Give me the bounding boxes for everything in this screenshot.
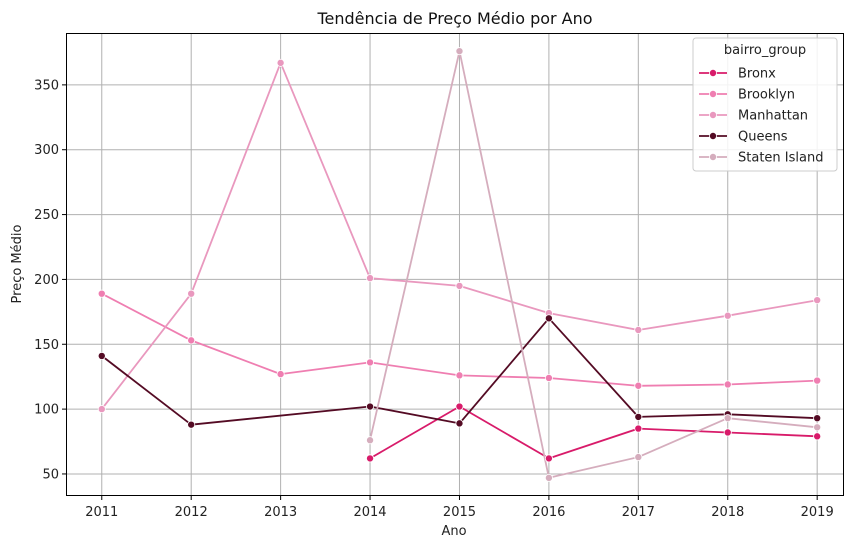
y-tick-label: 150	[34, 338, 59, 353]
legend-item-brooklyn: Brooklyn	[699, 88, 795, 103]
data-point-brooklyn	[813, 376, 822, 385]
legend-swatch-marker	[709, 111, 718, 120]
legend-box	[692, 37, 838, 172]
series-lines	[97, 47, 822, 482]
data-point-bronx	[634, 424, 643, 433]
data-point-bronx	[455, 402, 464, 411]
y-tick-label: 300	[34, 143, 59, 158]
legend-label: Bronx	[738, 67, 776, 82]
data-point-brooklyn	[723, 380, 732, 389]
legend-label: Staten Island	[738, 151, 823, 166]
legend-item-manhattan: Manhattan	[699, 109, 808, 124]
data-point-manhattan	[723, 311, 732, 320]
data-point-staten-island	[723, 414, 732, 423]
x-tick-label: 2019	[801, 505, 834, 520]
x-tick-label: 2015	[443, 505, 476, 520]
series-line-bronx	[369, 405, 818, 460]
data-point-staten-island	[813, 423, 822, 432]
data-point-brooklyn	[634, 381, 643, 390]
legend-item-queens: Queens	[699, 130, 788, 145]
data-point-manhattan	[813, 296, 822, 305]
data-point-manhattan	[276, 58, 285, 67]
chart-title: Tendência de Preço Médio por Ano	[316, 9, 592, 28]
grid	[66, 33, 844, 496]
data-point-bronx	[813, 432, 822, 441]
x-tick-label: 2014	[353, 505, 386, 520]
data-point-manhattan	[366, 274, 375, 283]
data-point-bronx	[366, 454, 375, 463]
legend-title: bairro_group	[724, 43, 806, 58]
axis-ticks: 2011 2012 2013 2014 2015 2016 2017 2018 2019 50 10…	[34, 78, 834, 520]
legend-label: Manhattan	[738, 109, 808, 124]
data-point-brooklyn	[187, 336, 196, 345]
x-tick-label: 2018	[711, 505, 744, 520]
y-tick-label: 50	[42, 467, 59, 482]
series-line-staten-island	[369, 50, 818, 479]
data-point-queens	[187, 420, 196, 429]
legend-swatch-marker	[709, 69, 718, 78]
data-point-manhattan	[455, 281, 464, 290]
legend-swatch-marker	[709, 152, 718, 161]
data-point-manhattan	[187, 289, 196, 298]
y-axis-title: Preço Médio	[10, 224, 25, 303]
legend-swatch-marker	[709, 131, 718, 140]
x-tick-label: 2012	[175, 505, 208, 520]
data-point-bronx	[723, 428, 732, 437]
data-point-manhattan	[634, 325, 643, 334]
data-point-brooklyn	[455, 371, 464, 380]
legend-swatch-marker	[709, 90, 718, 99]
data-point-brooklyn	[366, 358, 375, 367]
y-tick-label: 100	[34, 403, 59, 418]
data-point-staten-island	[634, 453, 643, 462]
x-tick-label: 2017	[622, 505, 655, 520]
x-tick-label: 2011	[85, 505, 118, 520]
y-tick-label: 200	[34, 273, 59, 288]
data-point-queens	[455, 419, 464, 428]
y-tick-label: 350	[34, 78, 59, 93]
data-point-manhattan	[97, 405, 106, 414]
series-line-queens	[101, 317, 818, 426]
data-point-queens	[634, 412, 643, 421]
legend: bairro_group Bronx Brooklyn Manhattan Queen…	[692, 37, 838, 172]
data-point-bronx	[544, 454, 553, 463]
data-point-staten-island	[544, 473, 553, 482]
x-tick-label: 2013	[264, 505, 297, 520]
data-point-queens	[544, 314, 553, 323]
data-point-brooklyn	[544, 373, 553, 382]
data-point-queens	[366, 402, 375, 411]
data-point-queens	[97, 351, 106, 360]
legend-item-staten-island: Staten Island	[699, 151, 823, 166]
data-point-staten-island	[455, 47, 464, 56]
plot-frame	[66, 33, 844, 496]
x-tick-label: 2016	[532, 505, 565, 520]
legend-item-bronx: Bronx	[699, 67, 776, 82]
data-point-brooklyn	[97, 289, 106, 298]
x-axis-title: Ano	[441, 524, 466, 539]
data-point-queens	[813, 414, 822, 423]
data-point-staten-island	[366, 436, 375, 445]
data-point-brooklyn	[276, 370, 285, 379]
legend-label: Queens	[738, 130, 788, 145]
y-tick-label: 250	[34, 208, 59, 223]
legend-label: Brooklyn	[738, 88, 795, 103]
